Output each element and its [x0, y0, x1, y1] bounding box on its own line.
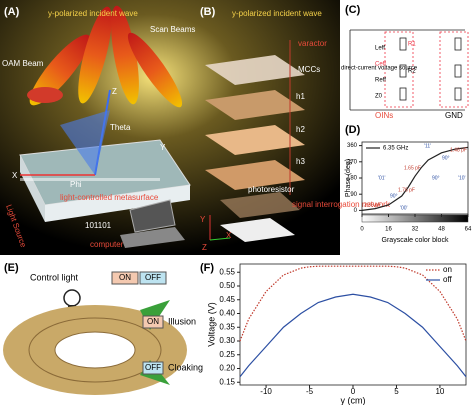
y-tick-label: 180	[347, 176, 358, 182]
panel-e-art	[3, 271, 187, 395]
illusion-label: Illusion	[168, 316, 196, 326]
off-label: OFF	[145, 363, 161, 372]
y-tick-label: 0	[354, 208, 358, 214]
axis-label: X	[226, 231, 232, 240]
series-line	[239, 265, 467, 342]
annotation: '00'	[400, 205, 408, 211]
annotation: '01'	[378, 175, 386, 181]
axis-label: Y	[160, 143, 166, 152]
y-axis-label: Voltage (V)	[206, 302, 216, 347]
panel-a-art	[19, 5, 191, 248]
x-tick-label: 0	[351, 387, 356, 396]
x-tick-label: 32	[412, 227, 419, 233]
component-label: Reff	[375, 78, 386, 84]
panel-label: (F)	[200, 262, 214, 274]
panel-label: (B)	[200, 6, 216, 18]
x-axis-label: y (cm)	[341, 395, 366, 405]
legend-label: off	[443, 275, 453, 284]
panel-b-art	[205, 40, 305, 242]
annotation: '11'	[424, 143, 431, 149]
gnd-label: GND	[445, 111, 463, 120]
annotation: 1.48 pF	[450, 147, 467, 153]
control-label: Control light	[30, 272, 79, 282]
axis-label: Z	[112, 87, 117, 96]
plot-frame	[239, 263, 467, 386]
annotation: 2.36 pF	[364, 202, 381, 208]
photoresistor-label: photoresistor	[248, 185, 295, 194]
x-tick-label: 16	[385, 227, 392, 233]
on-label: ON	[119, 273, 131, 282]
y-tick-label: 0.15	[219, 377, 235, 386]
y-tick-label: 0.55	[219, 267, 235, 276]
x-tick-label: -10	[260, 387, 272, 396]
source-label: direct-current voltage source	[341, 66, 418, 72]
cloaking-label: Cloaking	[168, 362, 203, 372]
y-tick-label: 360	[347, 143, 358, 149]
y-tick-label: 0.20	[219, 364, 235, 373]
oam-label: OAM Beam	[2, 59, 44, 68]
metasurface-label: light-controlled metasurface	[60, 193, 159, 202]
code-label: 101101	[85, 221, 112, 230]
scan-label: Scan Beams	[150, 25, 195, 34]
y-tick-label: 0.30	[219, 336, 235, 345]
panel-label: (A)	[4, 6, 20, 18]
theta-label: Theta	[110, 123, 131, 132]
y-tick-label: 0.40	[219, 309, 235, 318]
axis-label: X	[12, 171, 18, 180]
y-axis-label: Phase (deg)	[345, 159, 352, 197]
height-label: h3	[296, 157, 305, 166]
incident-label: y-polarized incident wave	[232, 9, 322, 18]
height-label: h2	[296, 125, 305, 134]
component-label: Ceff	[375, 62, 386, 68]
incident-label: y-polarized incident wave	[48, 9, 138, 18]
y-tick-label: 0.25	[219, 350, 235, 359]
y-tick-label: 270	[347, 159, 358, 165]
layer-label: MCCs	[298, 65, 320, 74]
y-tick-label: 90	[350, 192, 357, 198]
x-tick-label: 10	[435, 387, 444, 396]
y-tick-label: 0.35	[219, 322, 235, 331]
annotation: 1.65 pF	[404, 165, 421, 171]
legend-label: on	[443, 265, 452, 274]
x-axis-label: Grayscale color block	[382, 237, 449, 244]
on-label: ON	[147, 317, 159, 326]
varactor-label: varactor	[298, 39, 327, 48]
x-tick-label: -5	[306, 387, 314, 396]
axis-label: Z	[202, 243, 207, 252]
annotation: 90°	[432, 175, 440, 181]
series-line	[361, 146, 469, 211]
panel-label: (E)	[4, 262, 19, 274]
x-tick-label: 48	[438, 227, 445, 233]
annotation: '10'	[458, 175, 466, 181]
annotation: 90°	[442, 155, 450, 161]
phi-label: Phi	[70, 180, 82, 189]
annotation: 90°	[390, 193, 398, 199]
x-tick-label: 0	[360, 227, 364, 233]
circuit	[349, 29, 469, 111]
component-label: R1	[408, 42, 416, 48]
axis-label: Y	[200, 215, 206, 224]
component-label: Leff	[375, 46, 385, 52]
network-label: signal interrogation network	[292, 200, 391, 209]
y-tick-label: 0.45	[219, 295, 235, 304]
off-label: OFF	[145, 273, 161, 282]
panel-label: (D)	[345, 124, 361, 136]
oins-label: OINs	[375, 111, 393, 120]
x-tick-label: 64	[465, 227, 472, 233]
height-label: h1	[296, 92, 305, 101]
component-label: Z0	[375, 94, 383, 100]
computer-label: computer	[90, 240, 124, 249]
series-line	[239, 293, 467, 378]
legend-label: 6.35 GHz	[383, 146, 408, 152]
y-tick-label: 0.50	[219, 281, 235, 290]
annotation: 1.76 pF	[398, 187, 415, 193]
component-label: R2	[408, 69, 416, 75]
x-tick-label: 5	[394, 387, 399, 396]
panel-label: (C)	[345, 4, 361, 16]
